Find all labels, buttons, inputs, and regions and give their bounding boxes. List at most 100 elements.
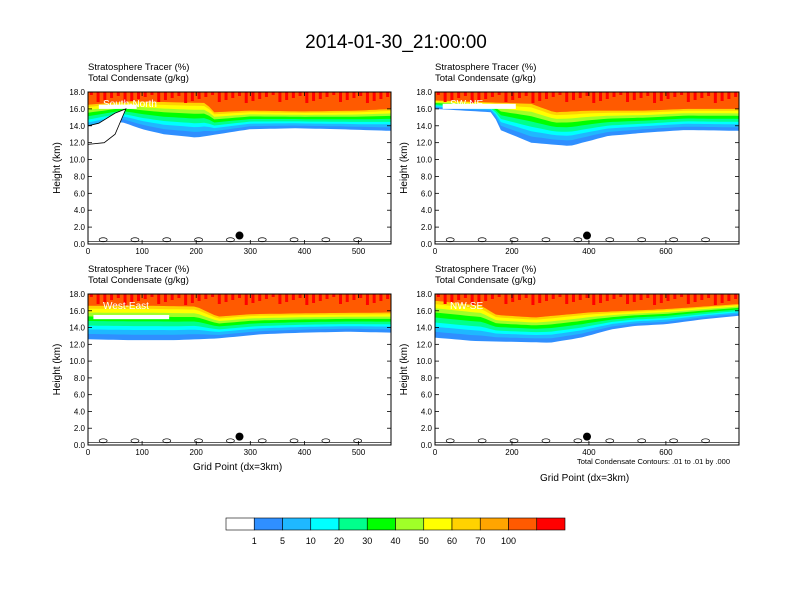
y-tick-label: 14.0 [416, 122, 432, 131]
y-tick-label: 18.0 [416, 290, 432, 299]
plot-area [88, 92, 391, 243]
tracer-max-cell [359, 294, 363, 298]
tracer-max-cell [477, 92, 481, 101]
tracer-max-cell [626, 294, 630, 304]
tracer-max-cell [386, 92, 390, 97]
tracer-max-cell [130, 294, 134, 303]
tracer-max-cell [352, 92, 356, 98]
colorbar-label: 20 [333, 536, 345, 546]
colorbar-swatch [451, 517, 481, 531]
tracer-max-cell [632, 294, 636, 302]
tracer-max-cell [89, 294, 93, 297]
y-tick-label: 16.0 [69, 105, 85, 114]
tracer-max-cell [700, 294, 704, 300]
tracer-max-cell [707, 294, 711, 298]
plot-frame [87, 91, 392, 245]
tracer-max-cell [305, 92, 309, 103]
surface-contour [321, 438, 331, 444]
surface-contour [637, 237, 647, 243]
surface-contour [353, 237, 363, 243]
surface-contour [226, 237, 235, 243]
surface-contour [445, 438, 455, 444]
tracer-max-cell [318, 294, 322, 301]
colorbar-label: 30 [362, 536, 373, 546]
y-tick-label: 6.0 [74, 391, 86, 400]
surface-contour [353, 438, 363, 444]
panel-title-3-line2: Total Condensate (g/kg) [88, 275, 189, 286]
y-tick-label: 4.0 [74, 206, 86, 215]
tracer-max-cell [544, 294, 548, 301]
tracer-max-cell [258, 294, 262, 301]
tracer-max-cell [116, 92, 120, 96]
tracer-max-cell [632, 92, 636, 100]
surface-contour [509, 438, 519, 444]
tracer-max-cell [271, 294, 275, 297]
condensate-contour [88, 108, 127, 145]
location-dot [235, 432, 244, 441]
tracer-max-cell [318, 92, 322, 99]
tracer-max-cell [490, 294, 494, 299]
tracer-max-cell [211, 294, 215, 297]
tracer-max-cell [551, 294, 555, 299]
tracer-max-cell [565, 92, 569, 102]
tracer-max-cell [592, 92, 596, 103]
surface-contour [257, 438, 267, 444]
tracer-max-cell [646, 294, 650, 298]
tracer-max-cell [379, 294, 383, 301]
tracer-max-cell [163, 92, 167, 100]
tracer-max-cell [599, 92, 603, 101]
y-tick-label: 12.0 [69, 139, 85, 148]
tracer-max-cell [217, 92, 221, 102]
colorbar-label: 10 [305, 536, 316, 546]
surface-contour [98, 438, 108, 444]
tracer-max-cell [477, 294, 481, 303]
panel-title-3-line1: Stratosphere Tracer (%) [88, 264, 190, 275]
x-tick-label: 100 [135, 448, 149, 457]
y-tick-label: 12.0 [416, 340, 432, 349]
colorbar-swatch [310, 517, 340, 531]
xlabel-left: Grid Point (dx=3km) [193, 462, 283, 473]
tracer-max-cell [531, 294, 535, 305]
surface-contour [605, 237, 615, 243]
y-tick-label: 6.0 [421, 189, 433, 198]
tracer-max-cell [585, 92, 589, 96]
tracer-max-cell [639, 92, 643, 98]
tracer-max-cell [96, 294, 100, 304]
tracer-max-cell [251, 92, 255, 101]
tracer-max-cell [592, 294, 596, 305]
x-tick-label: 400 [582, 247, 596, 256]
tracer-max-cell [137, 294, 140, 301]
low-tracer-intrusion [442, 103, 516, 109]
y-tick-label: 18.0 [69, 290, 85, 299]
x-tick-label: 0 [433, 448, 438, 457]
tracer-max-cell [734, 294, 738, 299]
tracer-max-cell [244, 92, 248, 103]
tracer-max-cell [524, 92, 528, 96]
tracer-max-cell [271, 92, 275, 95]
tracer-max-cell [470, 92, 474, 103]
tracer-max-cell [484, 92, 488, 99]
y-tick-label: 18.0 [69, 88, 85, 97]
tracer-max-cell [278, 92, 282, 102]
x-tick-label: 200 [190, 247, 204, 256]
surface-contour [162, 438, 172, 444]
tracer-max-cell [517, 294, 521, 300]
surface-contour [130, 237, 140, 243]
tracer-max-cell [524, 294, 528, 298]
location-dot [583, 231, 591, 240]
tracer-max-cell [157, 92, 161, 102]
tracer-max-cell [305, 294, 309, 305]
y-tick-label: 10.0 [416, 357, 432, 366]
tracer-max-cell [450, 294, 454, 302]
low-tracer-intrusion [93, 314, 170, 320]
surface-contour [573, 438, 583, 444]
xlabel-right: Grid Point (dx=3km) [540, 473, 630, 484]
tracer-max-cell [571, 92, 575, 100]
tracer-max-cell [238, 294, 241, 298]
y-tick-label: 12.0 [416, 139, 432, 148]
tracer-max-cell [312, 294, 316, 303]
colorbar-swatch [508, 517, 538, 531]
x-tick-label: 600 [659, 247, 673, 256]
panel-title-1-line1: Stratosphere Tracer (%) [88, 62, 190, 73]
tracer-max-cell [565, 294, 569, 304]
